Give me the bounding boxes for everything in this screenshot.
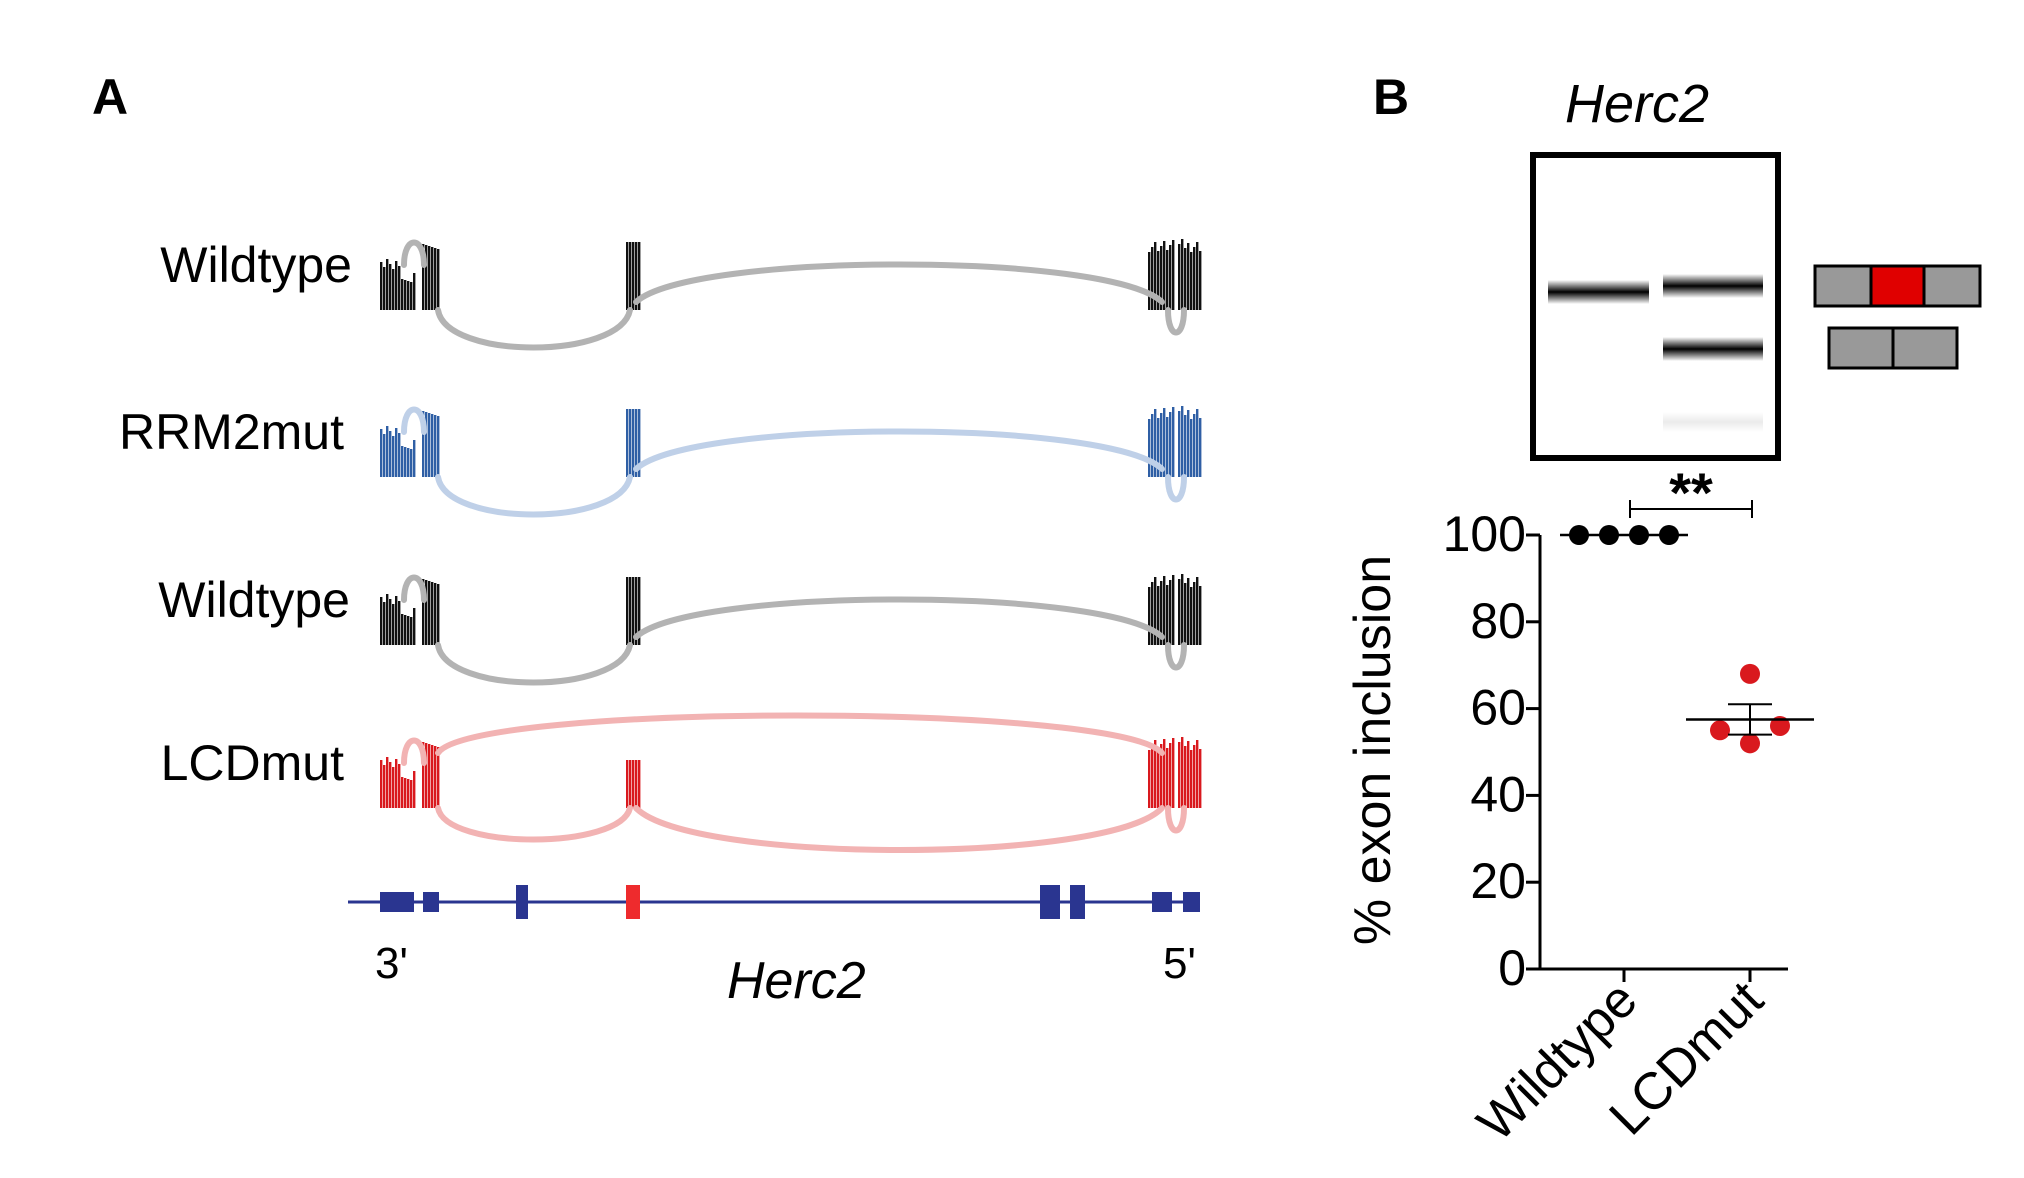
gel-image xyxy=(1530,152,1781,461)
y-tick-label: 40 xyxy=(1470,766,1526,822)
alternative-exon xyxy=(626,885,640,919)
data-point xyxy=(1710,720,1730,741)
five-prime-label: 5' xyxy=(1163,939,1196,988)
y-tick-label: 60 xyxy=(1470,680,1526,736)
track-label: LCDmut xyxy=(161,735,344,791)
exon xyxy=(1183,892,1200,912)
significance-label: ** xyxy=(1669,461,1713,524)
junction-arcs xyxy=(401,574,1187,686)
gel-band-faint xyxy=(1663,412,1763,432)
sashimi-track: LCDmut xyxy=(161,712,1202,853)
y-tick-label: 0 xyxy=(1498,940,1526,996)
y-ticks: 0 20 40 60 80 100 xyxy=(1443,506,1540,996)
sashimi-tracks: Wildtype RRM2mut Wildtype LCDmut xyxy=(119,237,1202,853)
data-point xyxy=(1770,715,1790,736)
gel-band-skipping-lcdmut xyxy=(1663,337,1763,361)
sashimi-track: RRM2mut xyxy=(119,404,1202,518)
significance-bracket xyxy=(1629,500,1753,518)
junction-arcs xyxy=(401,406,1187,518)
coverage-bars xyxy=(380,574,1202,645)
gene-name-label: Herc2 xyxy=(727,952,866,1010)
gel-frame xyxy=(1530,152,1781,461)
y-tick-label: 20 xyxy=(1470,853,1526,909)
data-point xyxy=(1740,663,1760,684)
three-prime-label: 3' xyxy=(375,939,408,988)
sashimi-track: Wildtype xyxy=(158,572,1202,686)
alternative-exon-icon xyxy=(1869,264,1926,308)
gel-band-inclusion-lcdmut xyxy=(1663,274,1763,298)
gel-band-inclusion-wildtype xyxy=(1548,280,1649,304)
track-label: Wildtype xyxy=(160,237,352,293)
coverage-bars xyxy=(380,406,1202,477)
gel-title: Herc2 xyxy=(1565,74,1709,134)
exon xyxy=(516,885,528,919)
gene-model xyxy=(348,885,1200,919)
data-point xyxy=(1740,733,1760,754)
exon xyxy=(1040,885,1060,919)
y-tick-label: 80 xyxy=(1470,593,1526,649)
sashimi-track: Wildtype xyxy=(160,237,1202,351)
exon xyxy=(423,892,439,912)
exon xyxy=(1152,892,1172,912)
track-label: Wildtype xyxy=(158,572,350,628)
junction-arcs xyxy=(401,712,1187,853)
coverage-bars xyxy=(380,239,1202,310)
y-axis-label: % exon inclusion xyxy=(1344,555,1402,945)
panel-b-label: B xyxy=(1373,69,1409,125)
y-tick-label: 100 xyxy=(1443,506,1526,562)
exon xyxy=(1070,885,1085,919)
exon xyxy=(380,892,414,912)
panel-a-label: A xyxy=(92,69,128,125)
mean-sem-bars xyxy=(1560,533,1814,736)
isoform-legend xyxy=(1813,264,1982,370)
junction-arcs xyxy=(401,239,1187,351)
track-label: RRM2mut xyxy=(119,404,344,460)
coverage-bars xyxy=(380,737,1202,808)
